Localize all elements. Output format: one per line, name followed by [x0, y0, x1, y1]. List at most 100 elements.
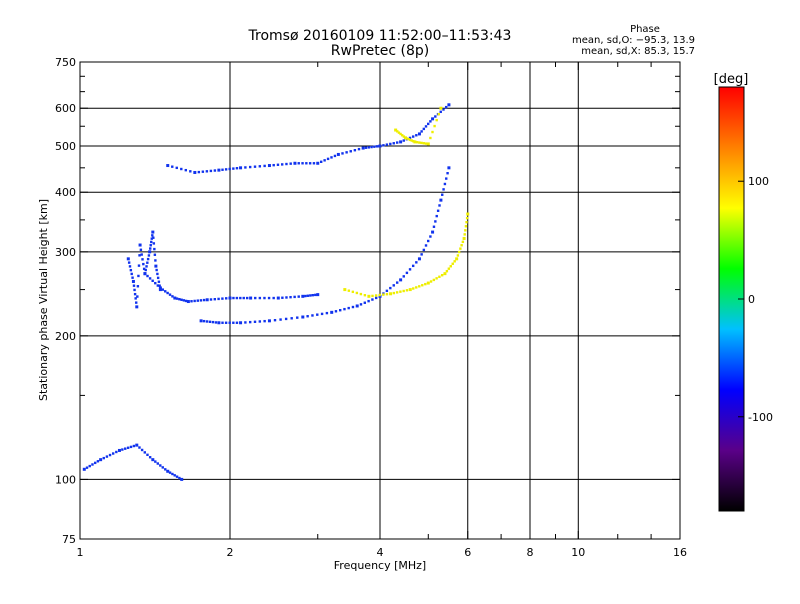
- o-trace-f2-lower-interp-point: [411, 264, 415, 268]
- o-trace-f2-oblique-interp-point: [311, 293, 314, 297]
- o-trace-f2-oblique-point: [276, 296, 280, 300]
- x-trace-f-upper-interp-point: [410, 139, 413, 142]
- o-trace-f-upper-interp-point: [235, 167, 239, 170]
- o-trace-f-upper-interp-point: [280, 163, 284, 166]
- x-trace-f2-lower-interp-point: [453, 260, 456, 263]
- x-trace-f2-lower-interp-point: [378, 293, 381, 297]
- o-trace-f-upper-point: [293, 161, 297, 165]
- o-trace-f2-oblique-interp-point: [306, 294, 309, 297]
- o-trace-f-upper-interp-point: [171, 165, 174, 168]
- o-trace-f2-lower-point: [239, 321, 243, 325]
- o-trace-f2-lower-interp-point: [311, 314, 314, 317]
- o-scatter-low-freq-interp-point: [128, 265, 132, 268]
- x-trace-f-upper-interp-point: [415, 141, 419, 144]
- o-trace-f2-lower-interp-point: [436, 209, 440, 212]
- o-trace-f2-lower-interp-point: [371, 298, 374, 301]
- o-trace-f-upper-point: [193, 170, 197, 174]
- o-trace-e-region-interp-point: [124, 447, 127, 450]
- o-trace-e-region-interp-point: [161, 466, 164, 469]
- o-trace-e-region-interp-point: [111, 452, 115, 455]
- x-trace-f-upper-point: [426, 142, 430, 146]
- o-trace-f2-lower-point: [217, 321, 221, 325]
- o-trace-f2-lower-point: [301, 315, 305, 319]
- o-trace-f-upper-interp-point: [353, 149, 357, 152]
- x-trace-f-upper-interp-point: [399, 132, 402, 136]
- o-trace-f-upper-interp-point: [408, 136, 412, 140]
- o-trace-f2-oblique-interp-point: [285, 296, 288, 299]
- o-trace-f-upper-interp-point: [213, 169, 217, 172]
- o-scatter-low-freq-interp-point: [133, 292, 137, 296]
- o-trace-f-upper-interp-point: [415, 134, 418, 137]
- o-scatter-low-freq-interp-point: [141, 258, 144, 261]
- o-trace-f2-lower-interp-point: [442, 188, 445, 191]
- x-trace-f2-lower-interp-point: [371, 294, 374, 298]
- o-trace-f2-oblique-point: [158, 286, 162, 290]
- o-trace-f-upper-interp-point: [308, 162, 312, 165]
- x-trace-f-upper-interp-point: [396, 130, 399, 133]
- x-trace-f2-lower-interp-point: [399, 290, 402, 293]
- o-scatter-low-freq-interp-point: [153, 253, 157, 256]
- x-trace-f2-lower-point: [443, 272, 447, 276]
- o-trace-e-region-interp-point: [85, 466, 89, 469]
- x-trace-f2-lower-interp-point: [456, 254, 460, 257]
- o-scatter-low-freq-point: [148, 250, 152, 254]
- o-trace-f-upper-point: [378, 144, 382, 148]
- o-trace-f2-lower-interp-point: [351, 305, 355, 309]
- o-scatter-low-freq-interp-point: [137, 264, 141, 267]
- o-trace-f2-lower-interp-point: [395, 281, 399, 284]
- o-trace-f2-lower-point: [431, 230, 435, 234]
- x-trace-f-upper-point: [394, 128, 398, 132]
- o-trace-f2-lower-interp-point: [422, 248, 426, 252]
- o-scatter-low-freq-interp-point: [156, 276, 160, 280]
- o-trace-f2-oblique-interp-point: [309, 294, 312, 297]
- o-trace-f-upper-point: [431, 117, 435, 121]
- x-trace-f2-lower-interp-point: [435, 277, 438, 280]
- o-trace-f2-oblique-interp-point: [190, 300, 193, 303]
- o-scatter-low-freq-interp-point: [127, 261, 131, 264]
- o-trace-f2-lower-interp-point: [445, 177, 448, 180]
- colorbar-label: [deg]: [714, 72, 749, 87]
- x-trace-f-upper-interp-point: [418, 141, 421, 144]
- o-trace-f2-lower-interp-point: [211, 320, 215, 324]
- o-trace-f2-oblique-interp-point: [180, 298, 183, 301]
- x-trace-f2-lower-interp-point: [438, 275, 441, 278]
- o-trace-f2-lower-interp-point: [334, 310, 338, 313]
- x-trace-f-upper-point: [403, 136, 407, 140]
- o-trace-f2-oblique-interp-point: [213, 297, 216, 301]
- y-tick-label: 75: [62, 533, 76, 546]
- o-trace-f-upper-interp-point: [357, 147, 361, 151]
- x-trace-f2-lower-interp-point: [457, 250, 461, 254]
- o-trace-f2-oblique-interp-point: [154, 281, 157, 285]
- o-trace-f-upper-interp-point: [402, 139, 405, 142]
- x-trace-f-upper-interp-point: [412, 140, 415, 143]
- x-trace-f2-lower-point: [462, 236, 466, 240]
- y-axis-label: Stationary phase Virtual Height [km]: [37, 199, 50, 401]
- y-tick-label: 750: [55, 56, 76, 69]
- o-trace-f-upper-interp-point: [364, 146, 368, 149]
- o-trace-f-upper-interp-point: [326, 157, 330, 161]
- o-trace-e-region-point: [99, 458, 103, 462]
- o-scatter-low-freq-interp-point: [146, 257, 150, 261]
- phase-stats-o: mean, sd,O: −95.3, 13.9: [572, 35, 695, 46]
- o-trace-e-region-point: [82, 467, 86, 471]
- o-trace-f2-lower-interp-point: [296, 316, 299, 319]
- chart-title: Tromsø 20160109 11:52:00–11:53:43: [248, 28, 512, 44]
- o-trace-f-upper-interp-point: [333, 154, 337, 158]
- o-scatter-low-freq-interp-point: [155, 268, 158, 272]
- o-trace-e-region-interp-point: [88, 464, 91, 468]
- o-trace-f2-lower-interp-point: [374, 296, 378, 300]
- x-trace-f2-lower-interp-point: [464, 225, 468, 228]
- o-trace-f2-oblique-point: [228, 296, 232, 300]
- x-trace-f2-lower-interp-point: [412, 287, 415, 290]
- o-trace-e-region-interp-point: [164, 468, 167, 471]
- o-trace-f2-oblique-interp-point: [209, 298, 213, 301]
- o-trace-f-upper-interp-point: [422, 127, 426, 131]
- o-trace-f2-lower-interp-point: [408, 268, 412, 271]
- x-trace-f-upper-interp-point: [420, 141, 423, 145]
- grid-lines: [80, 62, 680, 539]
- x-tick-label: 2: [227, 546, 234, 559]
- o-trace-f2-oblique-interp-point: [175, 297, 179, 300]
- o-trace-f-upper-interp-point: [232, 167, 235, 170]
